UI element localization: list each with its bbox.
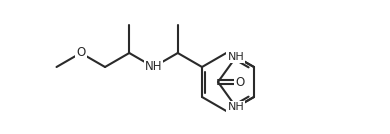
Text: NH: NH — [228, 102, 245, 112]
Text: O: O — [76, 46, 85, 59]
Text: NH: NH — [228, 52, 245, 62]
Text: O: O — [235, 75, 245, 88]
Text: NH: NH — [145, 60, 162, 74]
